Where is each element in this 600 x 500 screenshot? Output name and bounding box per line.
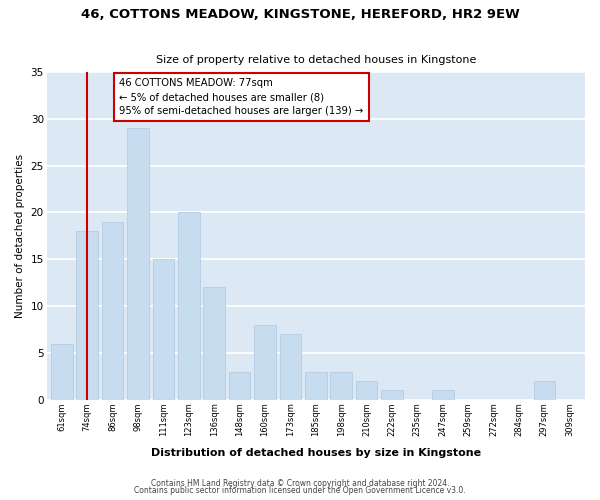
Bar (381, 390, 403, 400)
Bar (533, 381, 555, 400)
Y-axis label: Number of detached properties: Number of detached properties (15, 154, 25, 318)
Bar (254, 325, 276, 400)
Bar (127, 128, 149, 400)
Text: Contains HM Land Registry data © Crown copyright and database right 2024.: Contains HM Land Registry data © Crown c… (151, 478, 449, 488)
Text: 46, COTTONS MEADOW, KINGSTONE, HEREFORD, HR2 9EW: 46, COTTONS MEADOW, KINGSTONE, HEREFORD,… (80, 8, 520, 20)
Text: Contains public sector information licensed under the Open Government Licence v3: Contains public sector information licen… (134, 486, 466, 495)
Title: Size of property relative to detached houses in Kingstone: Size of property relative to detached ho… (155, 56, 476, 66)
Bar (102, 222, 124, 400)
Bar (305, 372, 326, 400)
Bar (229, 372, 250, 400)
Bar (76, 231, 98, 400)
Bar (280, 334, 301, 400)
Bar (356, 381, 377, 400)
Bar (51, 344, 73, 400)
Bar (152, 259, 174, 400)
Text: 46 COTTONS MEADOW: 77sqm
← 5% of detached houses are smaller (8)
95% of semi-det: 46 COTTONS MEADOW: 77sqm ← 5% of detache… (119, 78, 364, 116)
Bar (331, 372, 352, 400)
Bar (203, 288, 225, 400)
Bar (178, 212, 200, 400)
X-axis label: Distribution of detached houses by size in Kingstone: Distribution of detached houses by size … (151, 448, 481, 458)
Bar (432, 390, 454, 400)
